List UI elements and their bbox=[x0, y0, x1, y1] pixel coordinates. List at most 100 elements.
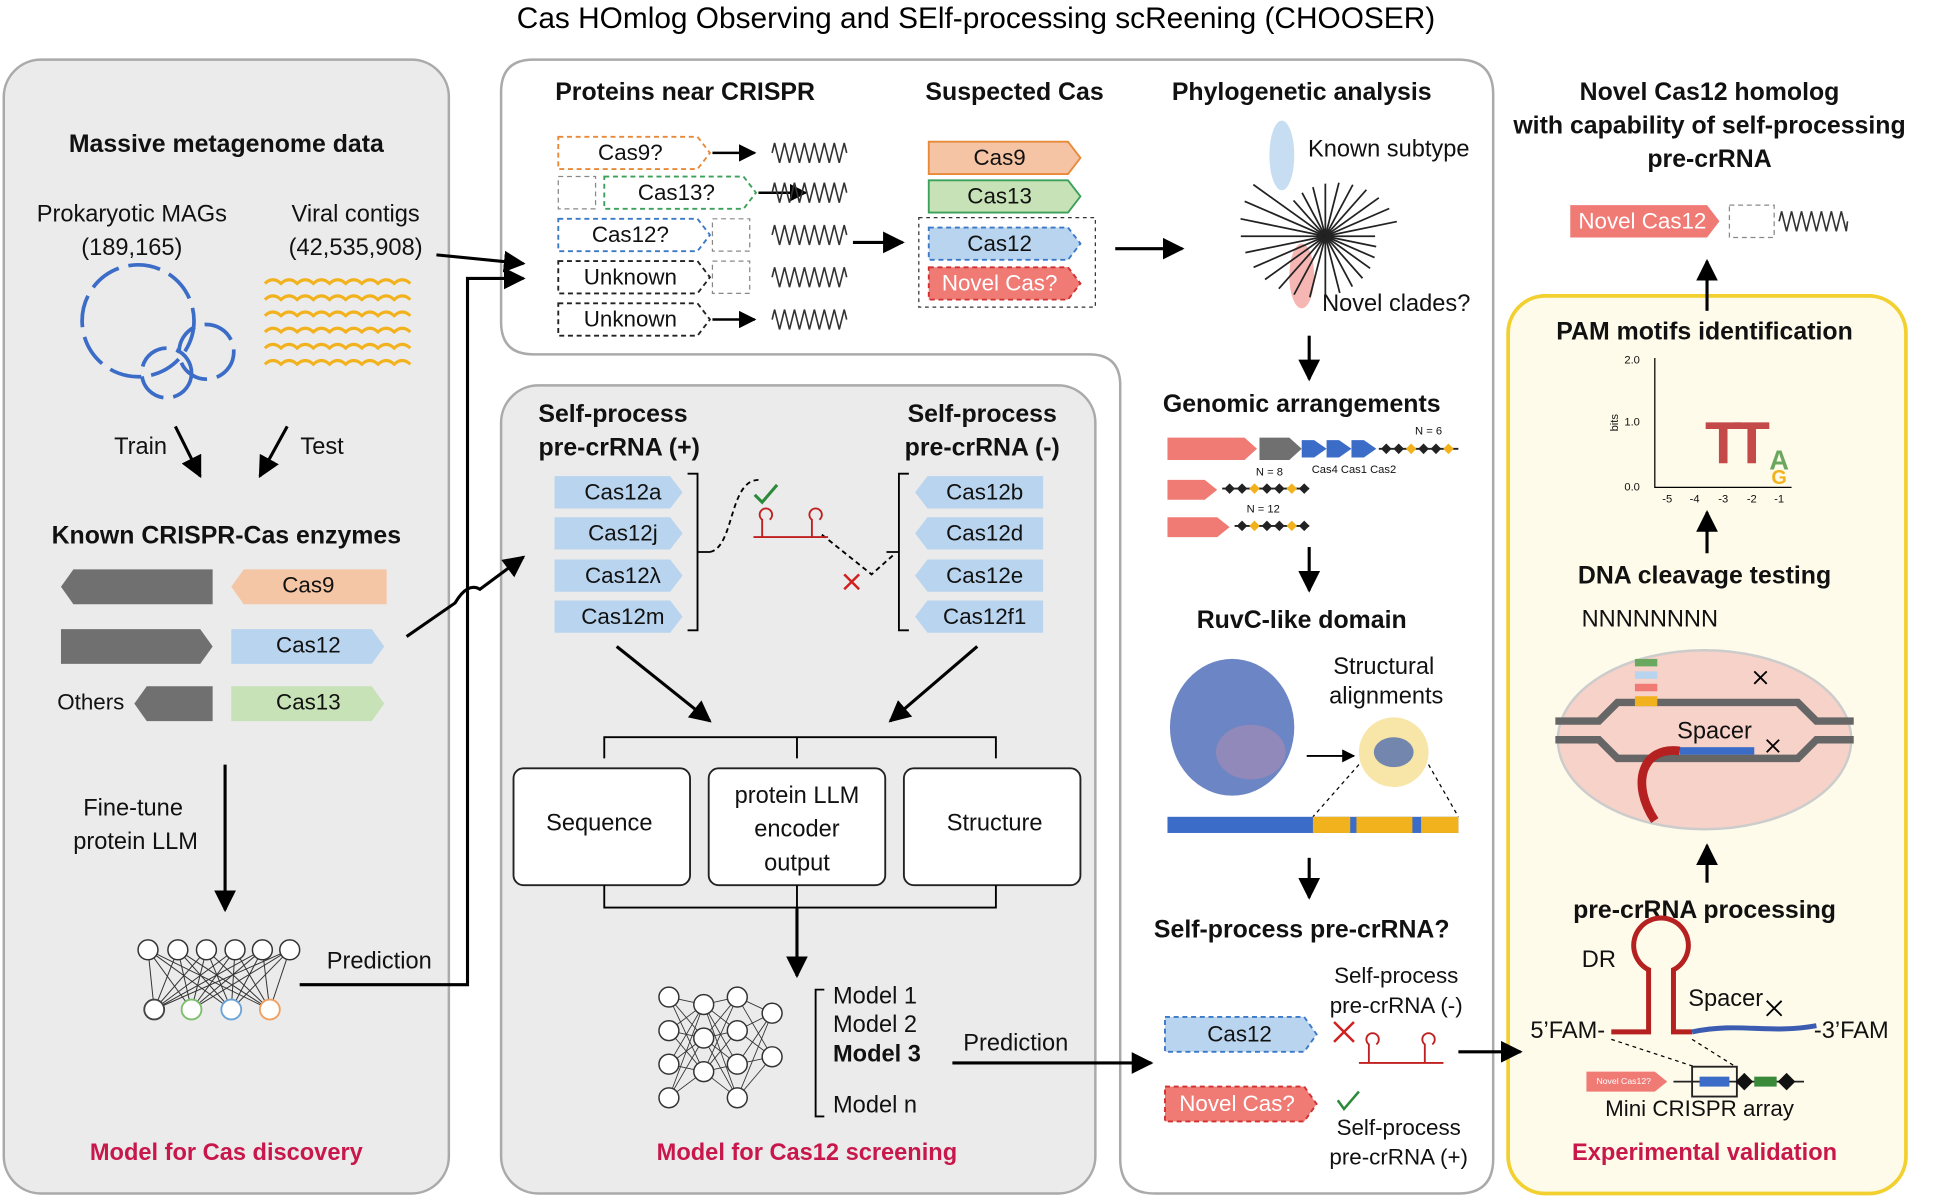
nn-edge bbox=[154, 949, 290, 1010]
gene-tag bbox=[231, 629, 385, 664]
heading: RuvC-like domain bbox=[1197, 606, 1407, 634]
tree-branch bbox=[1324, 235, 1371, 269]
empty-gene bbox=[711, 260, 751, 295]
arrow bbox=[615, 645, 712, 723]
spacer-seq bbox=[1699, 1076, 1730, 1087]
zoom-line bbox=[1312, 764, 1459, 818]
label: Cas12b bbox=[946, 479, 1023, 504]
spacer-seq bbox=[1679, 747, 1755, 755]
viral-contig bbox=[263, 326, 412, 335]
gene-tag bbox=[915, 559, 1044, 592]
repeat bbox=[1261, 483, 1273, 494]
nn-node bbox=[224, 939, 246, 961]
label: -3 bbox=[1718, 494, 1728, 506]
gene-tag bbox=[60, 629, 213, 664]
nn-node bbox=[726, 1019, 748, 1042]
spacer-rna bbox=[1691, 1023, 1817, 1035]
nn-node bbox=[251, 939, 274, 961]
repeat bbox=[1777, 1072, 1796, 1091]
gene-tag bbox=[927, 179, 1082, 214]
guide-line bbox=[1611, 1038, 1736, 1068]
repeat bbox=[1430, 443, 1442, 455]
label: (42,535,908) bbox=[289, 235, 423, 261]
gene-tag bbox=[231, 569, 387, 605]
label: -2 bbox=[1747, 494, 1757, 506]
gene-tag bbox=[927, 226, 1082, 261]
gene-tag bbox=[1167, 437, 1257, 460]
repeat bbox=[1224, 483, 1235, 494]
tree-branch bbox=[1324, 235, 1354, 287]
gene-tag bbox=[557, 217, 712, 253]
panel-discovery bbox=[2, 58, 451, 1195]
cross bbox=[843, 573, 861, 591]
pam-variant bbox=[1634, 671, 1658, 679]
label: Novel Cas12 bbox=[1578, 208, 1706, 233]
nn-node bbox=[279, 939, 301, 961]
heading: Genomic arrangements bbox=[1163, 390, 1441, 418]
hairpin bbox=[753, 507, 829, 539]
label: Novel clades? bbox=[1322, 291, 1470, 317]
label: Cas4 Cas1 Cas2 bbox=[1312, 464, 1396, 476]
gene-tag bbox=[60, 569, 213, 605]
label: Cas9? bbox=[598, 140, 663, 165]
feature-box bbox=[512, 767, 691, 887]
nn-edge bbox=[177, 949, 232, 1010]
nn-node bbox=[658, 1087, 680, 1109]
tree-branch bbox=[1325, 220, 1398, 238]
label: Cas13 bbox=[276, 690, 341, 715]
tree-branch bbox=[1264, 235, 1326, 281]
heading: Proteins near CRISPR bbox=[555, 78, 815, 106]
gene-tag bbox=[603, 175, 758, 210]
label: Structure bbox=[947, 811, 1043, 837]
label: 0.0 bbox=[1624, 481, 1640, 493]
nn-edge bbox=[191, 949, 263, 1010]
ruvc-segment bbox=[1312, 816, 1351, 833]
label: NNNNNNNN bbox=[1582, 607, 1718, 633]
label: Cas12? bbox=[592, 222, 669, 247]
label: Cas9 bbox=[974, 145, 1026, 170]
crispr-array bbox=[771, 224, 848, 246]
viral-contig bbox=[263, 342, 412, 351]
label: Structural bbox=[1333, 654, 1434, 680]
label: Cas9 bbox=[282, 573, 334, 598]
gene-tag bbox=[554, 559, 683, 592]
label: pre-crRNA (+) bbox=[1329, 1145, 1468, 1170]
label: Viral contigs bbox=[292, 201, 420, 227]
nn-edge bbox=[153, 949, 263, 1010]
nn-edge bbox=[191, 949, 236, 1010]
hairpin bbox=[1358, 1032, 1444, 1064]
label: Cas12f1 bbox=[943, 604, 1026, 629]
protein-structure bbox=[1215, 724, 1286, 780]
ruvc-segment bbox=[1421, 816, 1459, 833]
bracket bbox=[886, 472, 909, 632]
label: N = 6 bbox=[1415, 425, 1442, 437]
nn-edge bbox=[736, 996, 773, 1057]
label: Cas13 bbox=[967, 184, 1032, 209]
gene-tag bbox=[1326, 440, 1352, 458]
label: 1.0 bbox=[1624, 417, 1640, 429]
heading: Self-process pre-crRNA? bbox=[1154, 916, 1450, 944]
scissors bbox=[1766, 1000, 1783, 1017]
crispr-array bbox=[771, 309, 848, 330]
crispr-array bbox=[771, 267, 848, 288]
label: DR bbox=[1582, 947, 1616, 973]
nn-edge bbox=[153, 949, 236, 1010]
nn-edge bbox=[147, 949, 232, 1010]
dashed-path bbox=[709, 478, 895, 576]
gene-tag bbox=[554, 517, 683, 550]
nn-edge bbox=[177, 949, 271, 1010]
ruvc-segment bbox=[1356, 816, 1413, 833]
feature-box bbox=[902, 767, 1082, 887]
tree-branch bbox=[1240, 217, 1326, 238]
nn-edge bbox=[230, 949, 263, 1010]
logo-letter: T bbox=[1734, 409, 1770, 476]
viral-contig bbox=[263, 294, 412, 302]
nn-edge bbox=[703, 996, 738, 1072]
main-title: Cas HOmlog Observing and SElf-processing… bbox=[517, 2, 1435, 35]
label: encoder bbox=[754, 817, 839, 843]
bus bbox=[603, 885, 997, 909]
heading: pre-crRNA processing bbox=[1573, 896, 1836, 924]
label: Spacer bbox=[1677, 719, 1752, 745]
gene-tag bbox=[1301, 440, 1327, 458]
